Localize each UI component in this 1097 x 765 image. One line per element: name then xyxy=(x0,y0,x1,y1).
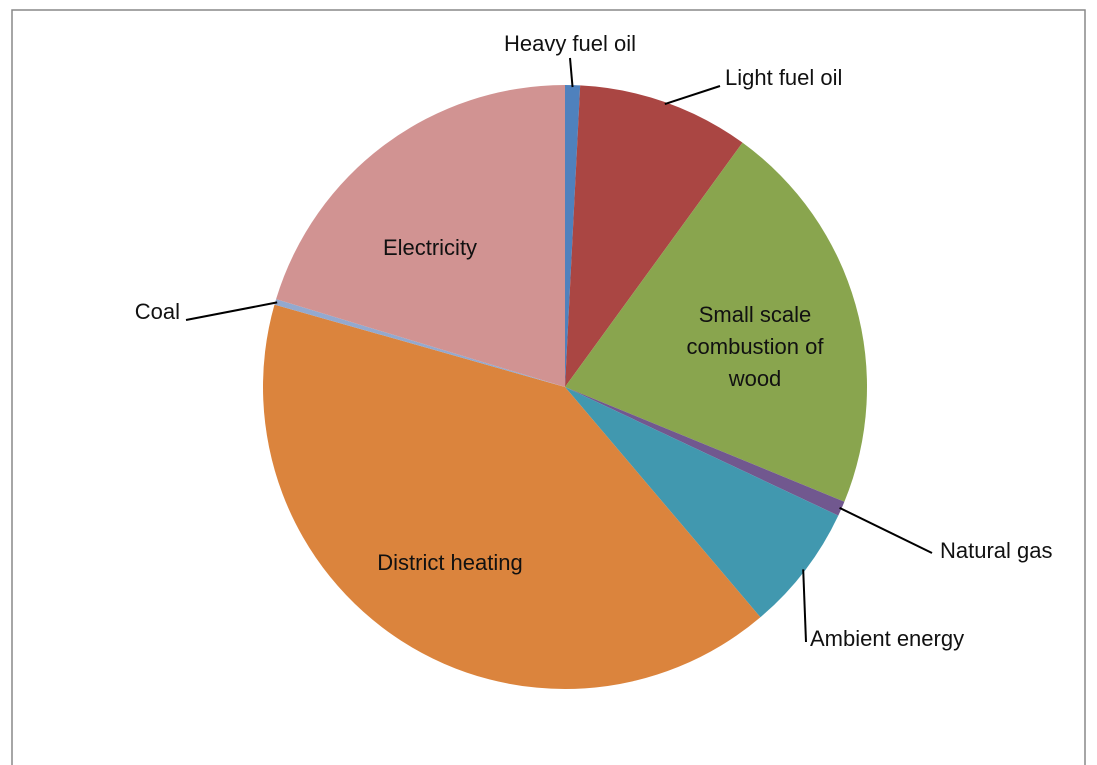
pie-slice xyxy=(274,299,565,387)
slice-label: District heating xyxy=(377,550,523,575)
leader-line xyxy=(185,301,278,321)
slice-label: Heavy fuel oil xyxy=(503,31,637,56)
slice-label: Coal xyxy=(134,299,180,324)
pie-slice xyxy=(565,387,845,516)
leader-line xyxy=(664,85,721,106)
pie-slice xyxy=(565,85,581,387)
pie-slice xyxy=(276,85,565,387)
slice-label: Natural gas xyxy=(940,538,1053,563)
frame xyxy=(11,9,1086,765)
leader-line xyxy=(802,569,807,643)
leader-line xyxy=(569,57,574,88)
slice-label: Small scale combustion of wood xyxy=(686,302,824,391)
slice-label: Light fuel oil xyxy=(725,65,843,90)
pie-slice xyxy=(565,142,867,502)
pie-slice xyxy=(263,304,761,689)
slice-label: Ambient energy xyxy=(810,626,965,651)
pie-slice xyxy=(565,387,839,618)
leader-line xyxy=(839,506,933,554)
pie-slice xyxy=(565,85,743,387)
slice-label: Electricity xyxy=(382,235,478,260)
